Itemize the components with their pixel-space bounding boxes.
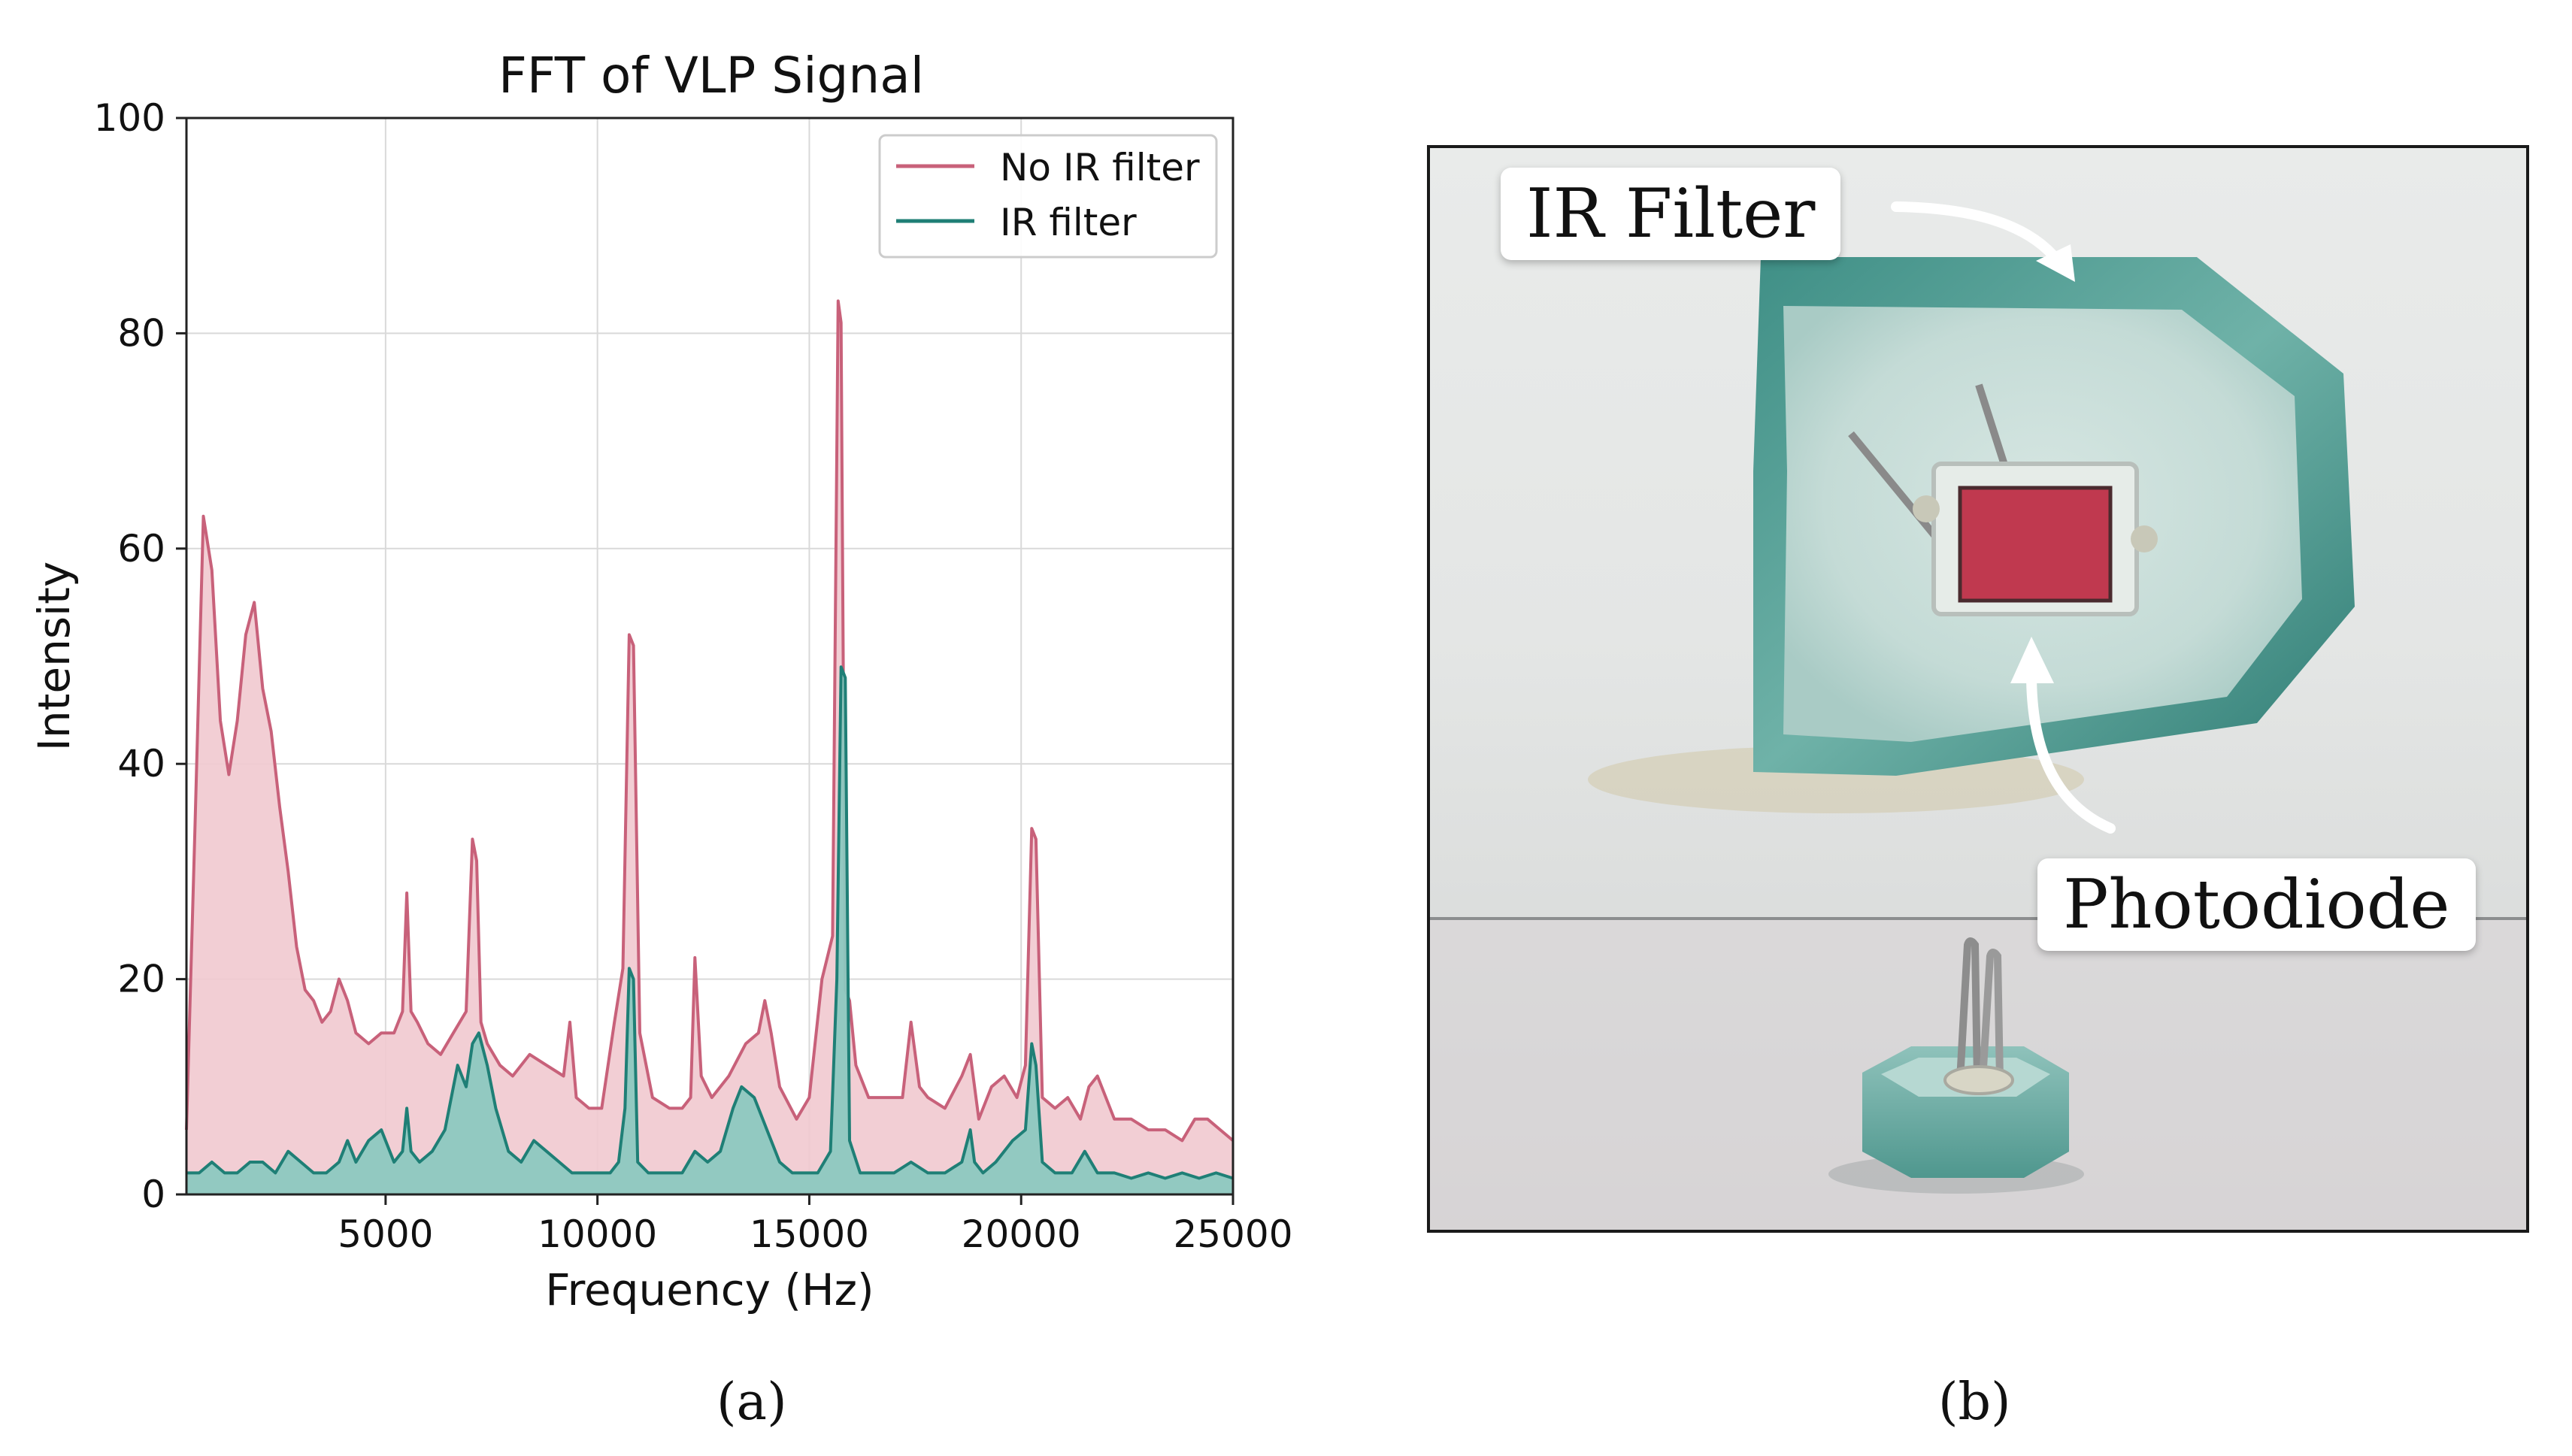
x-axis-ticks: 5000 10000 15000 20000 25000 <box>338 1194 1293 1256</box>
chart-series-areas <box>185 299 1234 1194</box>
y-tick-label: 20 <box>117 958 165 1001</box>
series-line-0 <box>185 299 1234 1143</box>
x-tick-label: 25000 <box>1173 1212 1292 1256</box>
photo-illustration <box>1430 201 2526 1230</box>
legend: No IR filter IR filter <box>878 134 1218 259</box>
y-axis-label: Intensity <box>29 562 80 751</box>
fft-chart: FFT of VLP Signal 5000 10000 15000 20000 250… <box>29 47 1293 1315</box>
panel-label-b: (b) <box>1938 1373 2011 1432</box>
callout-photodiode: Photodiode <box>2037 858 2476 951</box>
y-axis-ticks: 0 20 40 60 80 100 <box>94 96 186 1216</box>
legend-label-ir: IR filter <box>1000 201 1137 244</box>
arrow-photodiode <box>2026 669 2116 834</box>
chart-title: FFT of VLP Signal <box>498 47 924 104</box>
x-tick-label: 10000 <box>538 1212 657 1256</box>
y-tick-label: 0 <box>141 1173 165 1216</box>
y-tick-label: 40 <box>117 742 165 786</box>
x-tick-label: 20000 <box>962 1212 1081 1256</box>
y-tick-label: 60 <box>117 527 165 571</box>
x-tick-label: 15000 <box>750 1212 869 1256</box>
series-line-1 <box>186 665 1234 1180</box>
y-tick-label: 80 <box>117 311 165 355</box>
arrow-ir-filter <box>1891 201 2063 266</box>
plot-frame <box>185 117 1234 1196</box>
x-axis-label: Frequency (Hz) <box>545 1264 874 1315</box>
y-tick-label: 100 <box>94 96 165 140</box>
photodiode <box>1913 462 2158 616</box>
callout-ir-filter: IR Filter <box>1501 168 1841 260</box>
series-area-0 <box>186 301 1233 1194</box>
panel-label-a: (a) <box>716 1373 787 1432</box>
legend-label-no-ir: No IR filter <box>1000 146 1200 189</box>
x-tick-label: 5000 <box>338 1212 433 1256</box>
photo-panel: IR Filter Photodiode <box>1427 145 2529 1233</box>
